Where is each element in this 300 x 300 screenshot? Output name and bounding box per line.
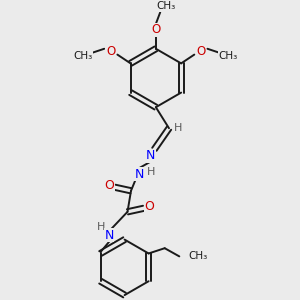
Text: CH₃: CH₃: [74, 51, 93, 61]
Text: N: N: [104, 229, 114, 242]
Text: CH₃: CH₃: [156, 2, 176, 11]
Text: CH₃: CH₃: [219, 51, 238, 61]
Text: H: H: [174, 123, 182, 133]
Text: O: O: [196, 45, 206, 58]
Text: H: H: [147, 167, 156, 177]
Text: CH₃: CH₃: [188, 251, 207, 261]
Text: O: O: [151, 23, 160, 36]
Text: N: N: [146, 149, 156, 162]
Text: O: O: [145, 200, 154, 213]
Text: O: O: [104, 179, 114, 192]
Text: H: H: [97, 222, 105, 232]
Text: N: N: [134, 168, 144, 181]
Text: O: O: [106, 45, 115, 58]
